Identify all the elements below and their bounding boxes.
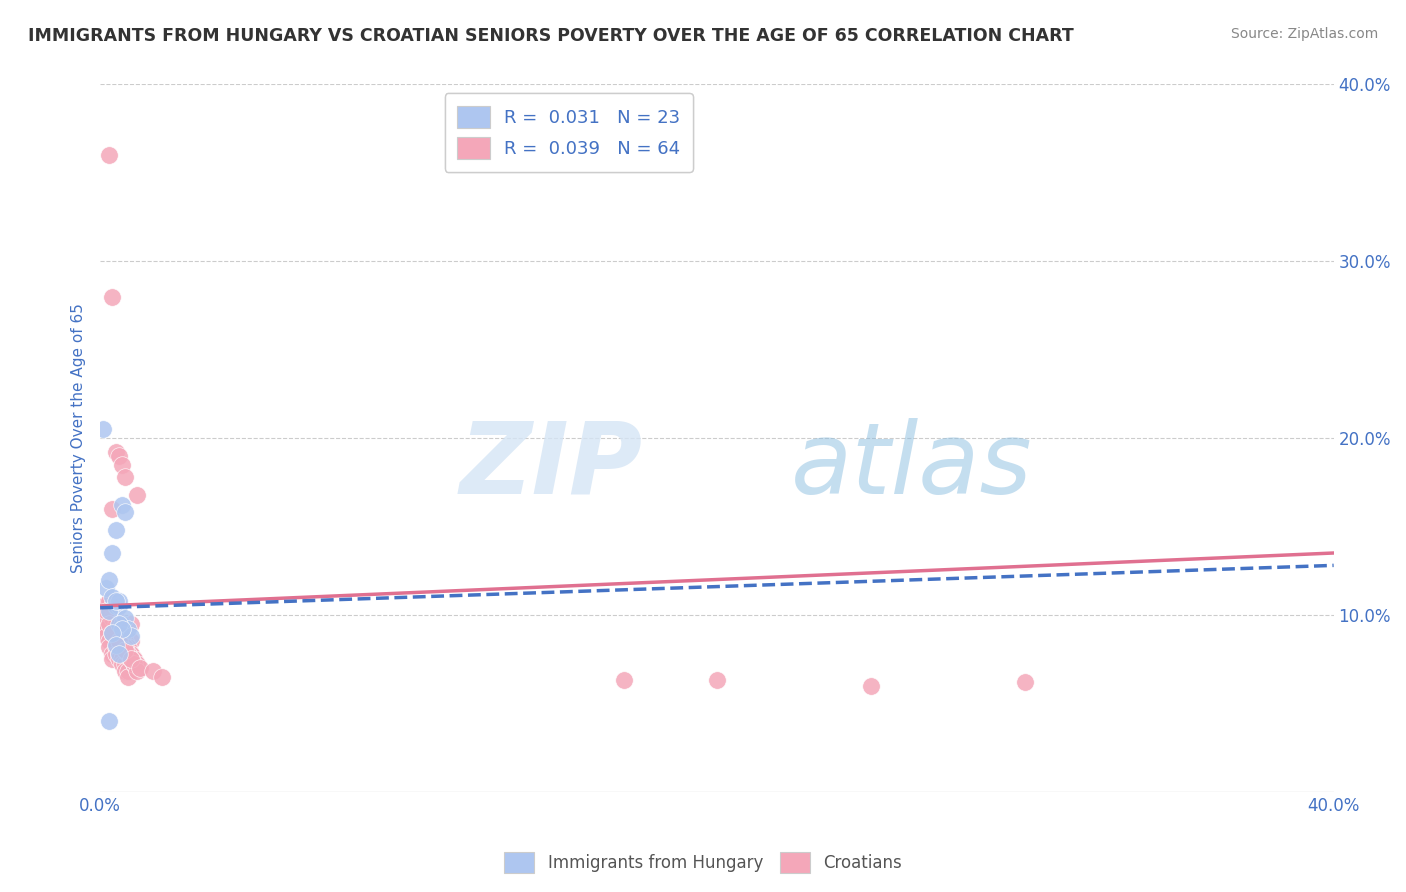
Point [120,629,142,643]
Point [101,647,124,661]
Point [107,622,129,636]
Point [111,616,134,631]
Point [101,546,124,560]
Point [98,573,121,587]
Point [114,634,136,648]
Text: atlas: atlas [792,417,1032,515]
Point [114,611,136,625]
Point [104,638,127,652]
Point [98,634,121,648]
Point [111,458,134,472]
Point [96,622,118,636]
Point [107,647,129,661]
Point [101,501,124,516]
Point [98,604,121,618]
Point [107,647,129,661]
Point [111,629,134,643]
Text: ZIP: ZIP [460,417,643,515]
Point [98,148,121,162]
Point [104,640,127,654]
Point [120,652,142,666]
Point [114,470,136,484]
Point [98,616,121,631]
Point [111,657,134,672]
Point [101,290,124,304]
Point [98,640,121,654]
Point [96,582,118,596]
Point [114,657,136,672]
Point [107,449,129,463]
Point [114,505,136,519]
Point [127,665,149,679]
Point [706,673,728,688]
Point [114,643,136,657]
Point [120,634,142,648]
Point [107,616,129,631]
Point [111,652,134,666]
Point [107,593,129,607]
Point [111,629,134,643]
Point [122,657,145,672]
Point [91,599,114,613]
Point [120,652,142,666]
Point [104,593,127,607]
Point [104,647,127,661]
Point [117,665,139,679]
Point [107,634,129,648]
Point [117,640,139,654]
Point [98,604,121,618]
Point [104,523,127,537]
Point [101,591,124,605]
Point [117,670,139,684]
Point [107,616,129,631]
Legend: Immigrants from Hungary, Croatians: Immigrants from Hungary, Croatians [498,846,908,880]
Point [101,625,124,640]
Point [96,629,118,643]
Point [122,652,145,666]
Legend: R =  0.031   N = 23, R =  0.039   N = 64: R = 0.031 N = 23, R = 0.039 N = 64 [444,94,693,172]
Point [117,622,139,636]
Point [101,611,124,625]
Point [96,604,118,618]
Point [101,599,124,613]
Point [120,647,142,661]
Point [129,661,152,675]
Point [111,498,134,512]
Point [122,657,145,672]
Point [107,599,129,613]
Point [120,647,142,661]
Point [127,657,149,672]
Text: IMMIGRANTS FROM HUNGARY VS CROATIAN SENIORS POVERTY OVER THE AGE OF 65 CORRELATI: IMMIGRANTS FROM HUNGARY VS CROATIAN SENI… [28,27,1074,45]
Point [111,622,134,636]
Point [114,665,136,679]
Point [104,611,127,625]
Point [122,652,145,666]
Point [91,616,114,631]
Point [150,670,173,684]
Point [91,422,114,436]
Point [117,647,139,661]
Point [101,652,124,666]
Point [98,593,121,607]
Point [142,665,165,679]
Point [104,445,127,459]
Point [1014,675,1036,690]
Point [98,714,121,728]
Point [114,640,136,654]
Point [101,625,124,640]
Point [104,599,127,613]
Point [107,652,129,666]
Y-axis label: Seniors Poverty Over the Age of 65: Seniors Poverty Over the Age of 65 [72,303,86,573]
Point [613,673,636,688]
Point [120,616,142,631]
Point [104,616,127,631]
Point [127,488,149,502]
Text: Source: ZipAtlas.com: Source: ZipAtlas.com [1230,27,1378,41]
Point [860,679,883,693]
